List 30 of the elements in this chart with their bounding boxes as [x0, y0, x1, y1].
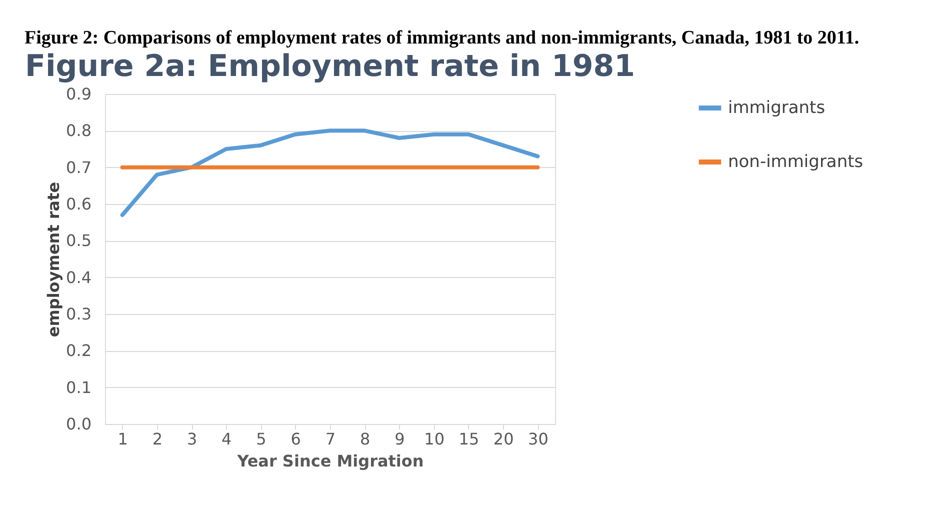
y-tick-label: 0.1	[66, 378, 92, 397]
x-tick-label: 1	[118, 430, 128, 448]
y-tick-label: 0.5	[66, 231, 92, 250]
chart-title: Figure 2: Comparisons of employment rates of immigrants and non-immigrants, Canada, 1981 to 2011.	[24, 28, 860, 48]
x-axis-title: Year Since Migration	[236, 452, 424, 470]
y-tick-label: 0.8	[66, 121, 92, 140]
legend-label: non-immigrants	[728, 152, 864, 172]
y-tick-label: 0.2	[66, 341, 92, 360]
x-tick-label: 2	[152, 430, 163, 448]
line-series	[120, 128, 540, 217]
y-tick-label: 0.7	[66, 158, 92, 177]
x-tick-label: 9	[394, 430, 405, 448]
x-tick-label: 10	[424, 430, 445, 448]
x-tick-label: 20	[493, 430, 514, 448]
y-axis-title: employment rate	[44, 182, 64, 338]
x-tick-label: 6	[290, 430, 301, 448]
x-tick-label: 5	[256, 430, 266, 448]
chart-subtitle: Figure 2a: Employment rate in 1981	[25, 49, 635, 84]
x-tick-label: 3	[186, 430, 198, 448]
y-tick-label: 0.3	[66, 304, 92, 324]
x-tick-label: 15	[458, 430, 480, 448]
legend-label: immigrants	[728, 98, 826, 118]
y-tick-label: 0.6	[66, 194, 92, 214]
x-tick-label: 7	[325, 430, 336, 448]
x-tick-label: 4	[222, 430, 232, 448]
y-tick-label: 0.4	[66, 268, 92, 287]
x-tick-label: 8	[360, 430, 370, 448]
x-tick-label: 30	[528, 430, 548, 448]
y-tick-label: 0.9	[66, 84, 92, 104]
y-tick-label: 0.0	[66, 414, 92, 434]
